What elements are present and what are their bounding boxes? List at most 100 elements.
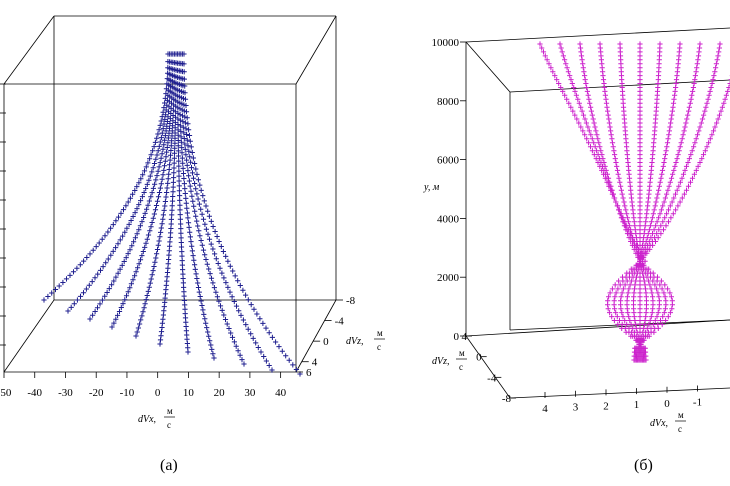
panel-a-z-unit-den: с xyxy=(377,342,381,352)
panel-b-point xyxy=(682,167,688,173)
panel-a-point xyxy=(168,216,174,222)
panel-b-point xyxy=(711,73,717,79)
panel-a-point xyxy=(162,198,168,205)
panel-b-point xyxy=(624,321,630,328)
panel-b-point xyxy=(668,116,674,122)
panel-b-point xyxy=(676,148,682,154)
panel-a-point xyxy=(161,105,167,111)
panel-a-point xyxy=(154,152,160,158)
panel-a-box xyxy=(3,15,337,373)
panel-a-point xyxy=(74,297,80,303)
panel-a-point xyxy=(194,275,200,282)
panel-a-point xyxy=(202,252,208,258)
panel-a-point xyxy=(189,149,195,156)
panel-b-point xyxy=(562,92,568,98)
panel-b-point xyxy=(626,219,632,225)
panel-b-point xyxy=(576,100,582,106)
panel-a-point xyxy=(172,130,178,136)
panel-b-point xyxy=(716,112,723,118)
panel-b-point xyxy=(663,223,669,229)
panel-a-point xyxy=(167,243,173,249)
panel-a-point xyxy=(130,277,136,283)
panel-a-point xyxy=(97,267,104,273)
panel-a-point xyxy=(118,304,124,311)
panel-b-point xyxy=(565,69,571,75)
panel-a-point xyxy=(124,225,130,231)
panel-a-point xyxy=(139,253,145,259)
panel-b-point xyxy=(580,112,587,118)
panel-a-point xyxy=(152,259,158,265)
panel-a-point xyxy=(147,280,153,286)
panel-b-point xyxy=(606,294,612,300)
panel-b-point xyxy=(623,227,629,233)
panel-a-point xyxy=(160,126,166,132)
panel-a-point xyxy=(195,284,202,291)
panel-b-point xyxy=(690,84,696,90)
panel-a-point xyxy=(236,308,242,314)
panel-b-point xyxy=(672,191,679,197)
panel-a-point xyxy=(157,122,163,128)
panel-b-point xyxy=(664,144,670,150)
panel-b-point xyxy=(628,321,634,328)
panel-b-point xyxy=(605,175,612,181)
panel-a-point xyxy=(211,285,217,291)
panel-b-point xyxy=(588,132,594,138)
panel-a-point xyxy=(87,316,93,322)
panel-a-point xyxy=(166,166,172,173)
panel-a-point xyxy=(220,248,226,255)
panel-a-data-series xyxy=(41,51,303,377)
panel-b-point xyxy=(592,124,598,130)
panel-b-point xyxy=(656,183,662,189)
panel-a-point xyxy=(202,316,208,322)
panel-b-point xyxy=(575,96,581,102)
panel-a-point xyxy=(136,180,142,186)
panel-b-point xyxy=(682,124,688,130)
panel-b-point xyxy=(624,270,630,276)
panel-a-x-tick-label: 0 xyxy=(155,387,161,399)
panel-a-point xyxy=(159,114,165,120)
panel-a-point xyxy=(145,232,152,238)
panel-b-point xyxy=(624,211,630,217)
panel-a-point xyxy=(161,207,167,213)
panel-b-point xyxy=(658,175,664,181)
panel-a-point xyxy=(157,185,163,191)
panel-a-point xyxy=(148,152,154,158)
panel-a-point xyxy=(117,237,123,243)
panel-a-point xyxy=(130,191,136,197)
panel-b-point xyxy=(658,223,664,229)
panel-a-point xyxy=(198,187,204,193)
panel-a-point xyxy=(212,251,218,257)
panel-a-point xyxy=(204,325,210,331)
panel-a-point xyxy=(192,208,198,214)
panel-b-point xyxy=(586,96,592,102)
panel-a-point xyxy=(52,286,59,293)
panel-a-point xyxy=(231,298,237,305)
panel-a-point xyxy=(151,211,157,217)
panel-a-z-tick-label: 0 xyxy=(323,336,329,348)
panel-b-box xyxy=(465,27,730,399)
panel-b-y-tick-label: 6000 xyxy=(437,155,460,167)
panel-a-point xyxy=(122,297,128,303)
panel-a-point xyxy=(149,219,155,226)
panel-a-point xyxy=(68,304,74,310)
panel-b-point xyxy=(651,227,657,233)
panel-b-point xyxy=(672,92,678,98)
panel-a-point xyxy=(179,145,185,151)
panel-a-point xyxy=(139,219,145,225)
panel-a-x-tick-label: 40 xyxy=(275,387,287,399)
panel-a-point xyxy=(184,205,190,211)
panel-b-point xyxy=(628,227,634,233)
panel-a-point xyxy=(263,358,269,364)
panel-a-vertical-ticks xyxy=(0,83,6,346)
panel-b-point xyxy=(568,77,574,83)
panel-a-point xyxy=(192,160,198,167)
panel-b-point xyxy=(625,310,631,316)
panel-a-point xyxy=(202,221,208,227)
panel-a-point xyxy=(150,268,156,274)
panel-a-point xyxy=(161,167,167,173)
panel-b-point xyxy=(707,136,713,142)
panel-a-point xyxy=(125,289,131,295)
panel-b-point xyxy=(612,152,618,158)
panel-a-point xyxy=(254,311,260,317)
panel-a-point xyxy=(167,234,173,240)
